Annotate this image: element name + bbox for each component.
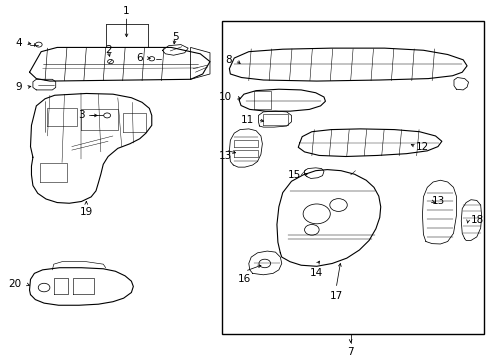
Text: 19: 19 (80, 207, 93, 217)
Text: 14: 14 (309, 268, 323, 278)
Text: 7: 7 (346, 347, 353, 357)
Polygon shape (229, 48, 466, 81)
Polygon shape (304, 168, 324, 179)
Text: 11: 11 (240, 115, 253, 125)
Polygon shape (29, 48, 209, 81)
Polygon shape (422, 180, 455, 244)
Polygon shape (229, 129, 262, 167)
Text: 3: 3 (78, 111, 84, 121)
Polygon shape (29, 268, 133, 305)
Polygon shape (239, 89, 325, 111)
Text: 9: 9 (15, 82, 22, 93)
Text: 15: 15 (287, 170, 301, 180)
Polygon shape (258, 111, 291, 127)
Polygon shape (30, 94, 151, 203)
Text: 5: 5 (171, 32, 178, 42)
Text: 10: 10 (218, 92, 231, 102)
Polygon shape (460, 200, 481, 240)
Text: 16: 16 (238, 274, 251, 284)
Text: 2: 2 (104, 45, 111, 55)
Text: 17: 17 (329, 291, 342, 301)
Text: 18: 18 (470, 215, 483, 225)
Bar (222, 21, 483, 334)
Text: 1: 1 (123, 5, 130, 15)
Text: 12: 12 (415, 141, 428, 152)
Text: 20: 20 (9, 279, 22, 289)
Polygon shape (276, 170, 380, 266)
Polygon shape (298, 129, 441, 157)
Text: 6: 6 (136, 53, 143, 63)
Text: 8: 8 (225, 55, 231, 65)
Text: 13: 13 (431, 197, 445, 207)
Polygon shape (162, 45, 188, 55)
Polygon shape (453, 77, 468, 90)
Text: 4: 4 (15, 38, 22, 48)
Text: 13: 13 (219, 151, 232, 161)
Polygon shape (248, 251, 281, 275)
Polygon shape (33, 79, 56, 90)
